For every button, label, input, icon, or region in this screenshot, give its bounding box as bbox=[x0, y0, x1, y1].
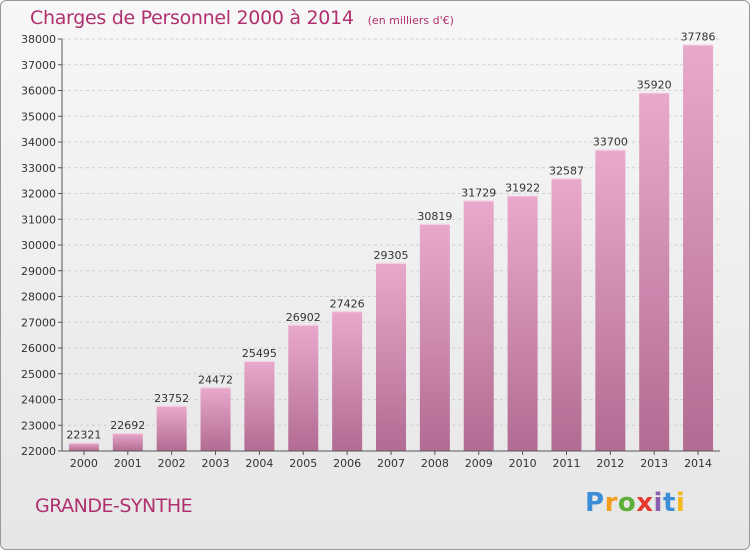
y-tick-label: 28000 bbox=[21, 291, 56, 304]
y-tick-label: 22000 bbox=[21, 445, 56, 458]
y-axis-ticks: 22000 23000 24000 25000 26000 27000 28000 29000… bbox=[21, 33, 62, 458]
logo-letter: x bbox=[636, 488, 654, 518]
x-tick-label: 2000 bbox=[70, 457, 98, 470]
y-tick-label: 35000 bbox=[21, 110, 56, 123]
x-tick-label: 2002 bbox=[158, 457, 186, 470]
data-label: 32587 bbox=[549, 164, 584, 177]
x-tick-label: 2005 bbox=[289, 457, 317, 470]
logo-letter: i bbox=[675, 488, 686, 518]
x-tick-label: 2014 bbox=[684, 457, 712, 470]
data-label: 24472 bbox=[198, 373, 233, 386]
bar bbox=[683, 44, 714, 452]
data-label: 25495 bbox=[242, 347, 277, 360]
y-tick-label: 30000 bbox=[21, 239, 56, 252]
y-tick-label: 37000 bbox=[21, 59, 56, 72]
x-tick-label: 2010 bbox=[509, 457, 537, 470]
logo-letter: o bbox=[617, 488, 637, 518]
y-tick-label: 29000 bbox=[21, 265, 56, 278]
bar bbox=[244, 361, 275, 451]
x-tick-label: 2008 bbox=[421, 457, 449, 470]
bar bbox=[200, 387, 231, 451]
x-tick-label: 2001 bbox=[114, 457, 142, 470]
x-tick-label: 2009 bbox=[465, 457, 493, 470]
data-label: 22321 bbox=[66, 429, 101, 442]
bar bbox=[68, 442, 99, 451]
y-tick-label: 33000 bbox=[21, 162, 56, 175]
data-labels: 22321 22692 23752 24472 25495 26902 27426 29305… bbox=[66, 31, 715, 442]
y-tick-label: 31000 bbox=[21, 213, 56, 226]
data-label: 29305 bbox=[374, 249, 409, 262]
chart-subtitle: (en milliers d'€) bbox=[367, 14, 454, 27]
y-tick-label: 23000 bbox=[21, 419, 56, 432]
bar bbox=[288, 324, 319, 451]
proxiti-logo[interactable]: Proxiti bbox=[585, 488, 685, 518]
logo-letter: r bbox=[604, 488, 618, 518]
data-label: 30819 bbox=[417, 210, 452, 223]
bar bbox=[595, 149, 626, 451]
x-tick-label: 2004 bbox=[245, 457, 273, 470]
logo-letter: P bbox=[585, 488, 605, 518]
data-label: 31922 bbox=[505, 182, 540, 195]
y-tick-label: 34000 bbox=[21, 136, 56, 149]
y-tick-label: 27000 bbox=[21, 316, 56, 329]
y-tick-label: 26000 bbox=[21, 342, 56, 355]
x-tick-label: 2013 bbox=[640, 457, 668, 470]
y-tick-label: 24000 bbox=[21, 394, 56, 407]
data-label: 31729 bbox=[461, 186, 496, 199]
chart-title: Charges de Personnel 2000 à 2014 bbox=[30, 7, 354, 29]
y-tick-label: 25000 bbox=[21, 368, 56, 381]
data-label: 35920 bbox=[637, 79, 672, 92]
x-tick-label: 2007 bbox=[377, 457, 405, 470]
data-label: 33700 bbox=[593, 136, 628, 149]
bar bbox=[112, 433, 143, 451]
y-tick-label: 38000 bbox=[21, 33, 56, 46]
bar bbox=[376, 262, 406, 451]
x-tick-label: 2006 bbox=[333, 457, 361, 470]
data-label: 22692 bbox=[110, 419, 145, 432]
data-label: 26902 bbox=[286, 311, 321, 324]
data-label: 27426 bbox=[330, 297, 365, 310]
data-label: 37786 bbox=[681, 31, 716, 44]
chart-header: Charges de Personnel 2000 à 2014 (en mill… bbox=[30, 7, 454, 29]
x-tick-label: 2003 bbox=[202, 457, 230, 470]
logo-letter: i bbox=[653, 488, 663, 518]
bar bbox=[156, 405, 187, 451]
commune-name: GRANDE-SYNTHE bbox=[35, 495, 193, 517]
bar bbox=[639, 92, 670, 451]
y-tick-label: 32000 bbox=[21, 188, 56, 201]
data-label: 23752 bbox=[154, 392, 189, 405]
bar bbox=[507, 195, 538, 451]
logo-letter: t bbox=[662, 488, 676, 518]
x-tick-label: 2012 bbox=[596, 457, 624, 470]
bar bbox=[463, 200, 494, 451]
x-tick-label: 2011 bbox=[552, 457, 580, 470]
bar bbox=[332, 311, 363, 451]
x-axis-ticks: 2000 2001 2002 2003 2004 2005 2006 2007 2008 2009… bbox=[70, 451, 712, 470]
bars bbox=[68, 44, 714, 452]
bar bbox=[419, 223, 450, 451]
bar bbox=[551, 178, 582, 451]
y-tick-label: 36000 bbox=[21, 85, 56, 98]
